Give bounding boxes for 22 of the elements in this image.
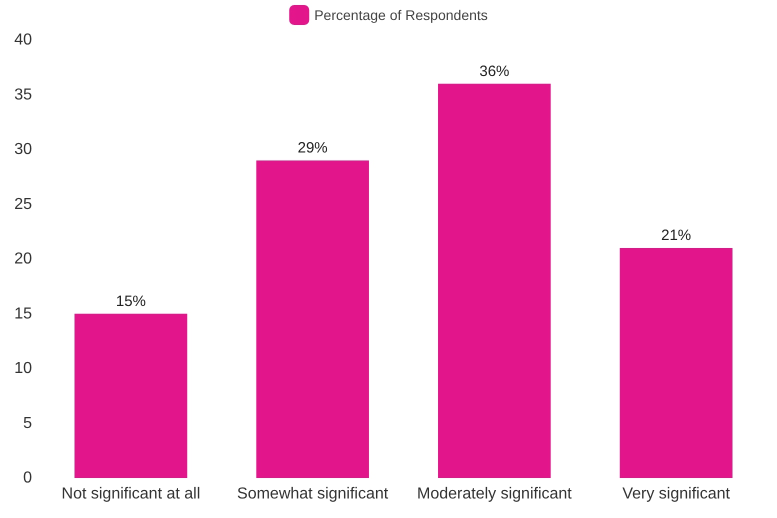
data-label: 36% <box>479 62 510 80</box>
y-tick-label: 5 <box>23 414 32 432</box>
y-tick-label: 30 <box>14 141 32 158</box>
legend-label: Percentage of Respondents <box>314 7 488 23</box>
data-label: 21% <box>661 227 692 244</box>
x-tick-label: Not significant at all <box>62 486 200 502</box>
bar <box>620 248 732 478</box>
x-tick-label: Moderately significant <box>417 486 572 502</box>
bar <box>74 314 188 478</box>
data-label: 15% <box>116 292 146 310</box>
y-tick-label: 25 <box>14 196 32 213</box>
bar <box>438 84 551 478</box>
y-tick-label: 10 <box>14 360 32 377</box>
y-tick-label: 35 <box>14 86 32 104</box>
y-tick-label: 40 <box>14 32 32 48</box>
data-label: 29% <box>298 139 328 156</box>
x-tick-label: Very significant <box>622 486 730 502</box>
y-tick-label: 20 <box>14 250 32 268</box>
y-tick-label: 15 <box>14 305 32 322</box>
x-tick-label: Somewhat significant <box>237 486 389 502</box>
bar <box>256 160 369 478</box>
y-tick-label: 0 <box>23 470 32 486</box>
